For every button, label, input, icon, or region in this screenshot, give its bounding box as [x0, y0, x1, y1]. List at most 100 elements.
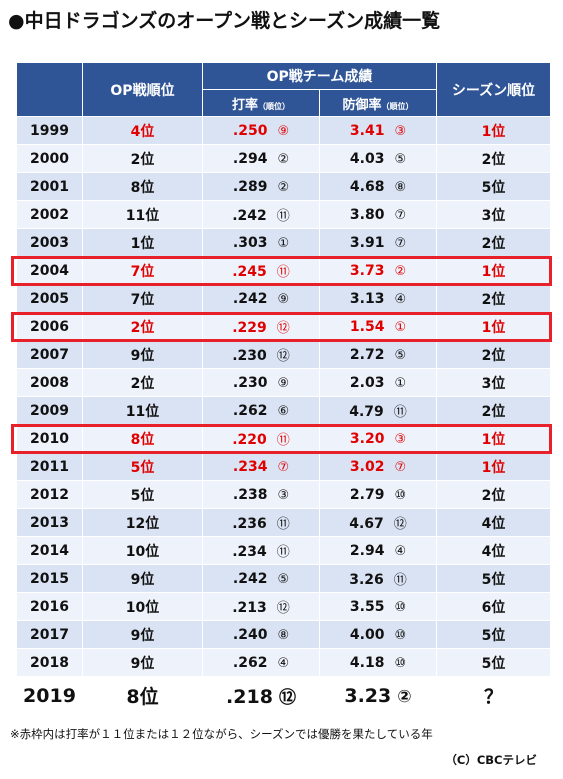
batting-cell-rank: ② — [277, 179, 290, 195]
batting-cell-value: .236 — [232, 516, 267, 532]
era-cell-rank: ③ — [394, 431, 407, 447]
header-batting-label: 打率 — [231, 97, 258, 113]
page-title: ●中日ドラゴンズのオープン戦とシーズン成績一覧 — [8, 10, 441, 32]
op-rank-cell-value: 9位 — [130, 627, 155, 644]
table-row: 2017 9位 .240 ⑧ 4.00 ⑩ 5位 — [16, 620, 551, 649]
batting-cell-rank: ⑪ — [276, 433, 290, 448]
season-rank-cell: 2位 — [436, 480, 551, 509]
era-cell-value: 4.68 — [349, 178, 385, 195]
table-row: 2013 12位 .236 ⑪ 4.67 ⑫ 4位 — [16, 508, 551, 537]
header-batting-sub: （順位） — [258, 101, 290, 111]
era-cell-value: 4.03 — [349, 150, 385, 167]
season-rank-cell-value: 1位 — [481, 459, 506, 476]
year-cell-value: 2019 — [23, 684, 76, 707]
op-rank-cell: 5位 — [82, 480, 203, 509]
table-row: 2016 10位 .213 ⑫ 3.55 ⑩ 6位 — [16, 592, 551, 621]
header-year — [16, 62, 83, 117]
season-rank-cell-value: 2位 — [481, 487, 506, 504]
batting-cell-rank: ⑨ — [277, 123, 290, 139]
op-rank-cell-value: 10位 — [125, 543, 160, 560]
batting-cell-value: .294 — [232, 150, 268, 167]
op-rank-cell: 10位 — [82, 592, 203, 621]
era-cell-value: 3.73 — [349, 262, 385, 279]
op-rank-cell-value: 2位 — [130, 375, 155, 392]
era-cell: 3.26 ⑪ — [319, 564, 437, 593]
batting-cell-value: .229 — [232, 320, 267, 336]
year-cell: 2001 — [16, 172, 83, 201]
season-rank-cell-value: 2位 — [481, 291, 506, 308]
year-cell-value: 2002 — [30, 206, 69, 223]
batting-cell-rank: ⑫ — [276, 321, 290, 336]
batting-cell-rank: ⑨ — [277, 291, 290, 307]
era-cell: 3.91 ⑦ — [319, 228, 437, 257]
season-rank-cell-value: 1位 — [481, 123, 506, 140]
era-cell-value: 4.79 — [349, 404, 384, 420]
batting-cell-rank: ⑪ — [276, 209, 290, 224]
year-cell-value: 2012 — [30, 486, 69, 503]
era-cell-rank: ⑦ — [394, 207, 407, 223]
op-rank-cell-value: 7位 — [130, 291, 155, 308]
batting-cell-rank: ① — [277, 235, 290, 251]
header-op-rank: OP戦順位 — [82, 62, 203, 117]
era-cell-value: 2.79 — [349, 486, 385, 503]
header-era: 防御率（順位） — [319, 89, 437, 117]
op-rank-cell: 2位 — [82, 368, 203, 397]
year-cell: 2006 — [16, 312, 83, 341]
season-rank-cell-value: 6位 — [481, 599, 506, 616]
batting-cell: .242 ⑨ — [202, 284, 320, 313]
batting-cell: .236 ⑪ — [202, 508, 320, 537]
op-rank-cell: 9位 — [82, 564, 203, 593]
batting-cell: .220 ⑪ — [202, 424, 320, 453]
era-cell-rank: ⑤ — [394, 347, 407, 363]
era-cell-value: 1.54 — [349, 318, 385, 335]
era-cell-rank: ⑩ — [394, 655, 407, 671]
table-row: 2012 5位 .238 ③ 2.79 ⑩ 2位 — [16, 480, 551, 509]
year-cell-value: 2017 — [30, 626, 69, 643]
season-rank-cell: 3位 — [436, 200, 551, 229]
batting-cell-value: .240 — [232, 626, 268, 643]
op-rank-cell: 7位 — [82, 256, 203, 285]
op-rank-cell: 9位 — [82, 340, 203, 369]
batting-cell-value: .238 — [232, 486, 268, 503]
era-cell: 3.20 ③ — [319, 424, 437, 453]
era-cell: 3.80 ⑦ — [319, 200, 437, 229]
season-rank-cell: 3位 — [436, 368, 551, 397]
era-cell: 4.18 ⑩ — [319, 648, 437, 677]
season-rank-cell-value: 4位 — [481, 543, 506, 560]
season-rank-cell: 6位 — [436, 592, 551, 621]
op-rank-cell-value: 9位 — [130, 347, 155, 364]
season-rank-cell-value: 2位 — [481, 151, 506, 168]
era-cell-rank: ④ — [394, 291, 407, 307]
era-cell-value: 3.02 — [349, 458, 385, 475]
table-row: 2014 10位 .234 ⑪ 2.94 ④ 4位 — [16, 536, 551, 565]
era-cell-rank: ⑪ — [393, 573, 407, 588]
year-cell: 2009 — [16, 396, 83, 425]
op-rank-cell: 8位 — [82, 676, 203, 715]
era-cell: 3.55 ⑩ — [319, 592, 437, 621]
op-rank-cell: 5位 — [82, 452, 203, 481]
year-cell-value: 2010 — [30, 430, 69, 447]
era-cell-rank: ④ — [394, 543, 407, 559]
op-rank-cell: 1位 — [82, 228, 203, 257]
year-cell: 2013 — [16, 508, 83, 537]
year-cell: 2018 — [16, 648, 83, 677]
season-rank-cell-value: 1位 — [481, 431, 506, 448]
season-rank-cell-value: ？ — [483, 686, 503, 708]
batting-cell-rank: ⑪ — [276, 545, 290, 560]
table-row: 2010 8位 .220 ⑪ 3.20 ③ 1位 — [16, 424, 551, 453]
batting-cell-value: .242 — [232, 570, 268, 587]
era-cell: 3.23 ② — [319, 676, 437, 715]
batting-cell: .230 ⑨ — [202, 368, 320, 397]
year-cell-value: 2000 — [30, 150, 69, 167]
table-row: 2004 7位 .245 ⑪ 3.73 ② 1位 — [16, 256, 551, 285]
batting-cell-rank: ⑫ — [276, 601, 290, 616]
season-rank-cell: 2位 — [436, 340, 551, 369]
year-cell: 2002 — [16, 200, 83, 229]
batting-cell: .262 ④ — [202, 648, 320, 677]
season-rank-cell-value: 5位 — [481, 179, 506, 196]
batting-cell-rank: ⑤ — [277, 571, 290, 587]
year-cell-value: 2014 — [30, 542, 69, 559]
era-cell-value: 2.03 — [349, 374, 385, 391]
era-cell-value: 2.72 — [349, 346, 385, 363]
table-row: 2009 11位 .262 ⑥ 4.79 ⑪ 2位 — [16, 396, 551, 425]
